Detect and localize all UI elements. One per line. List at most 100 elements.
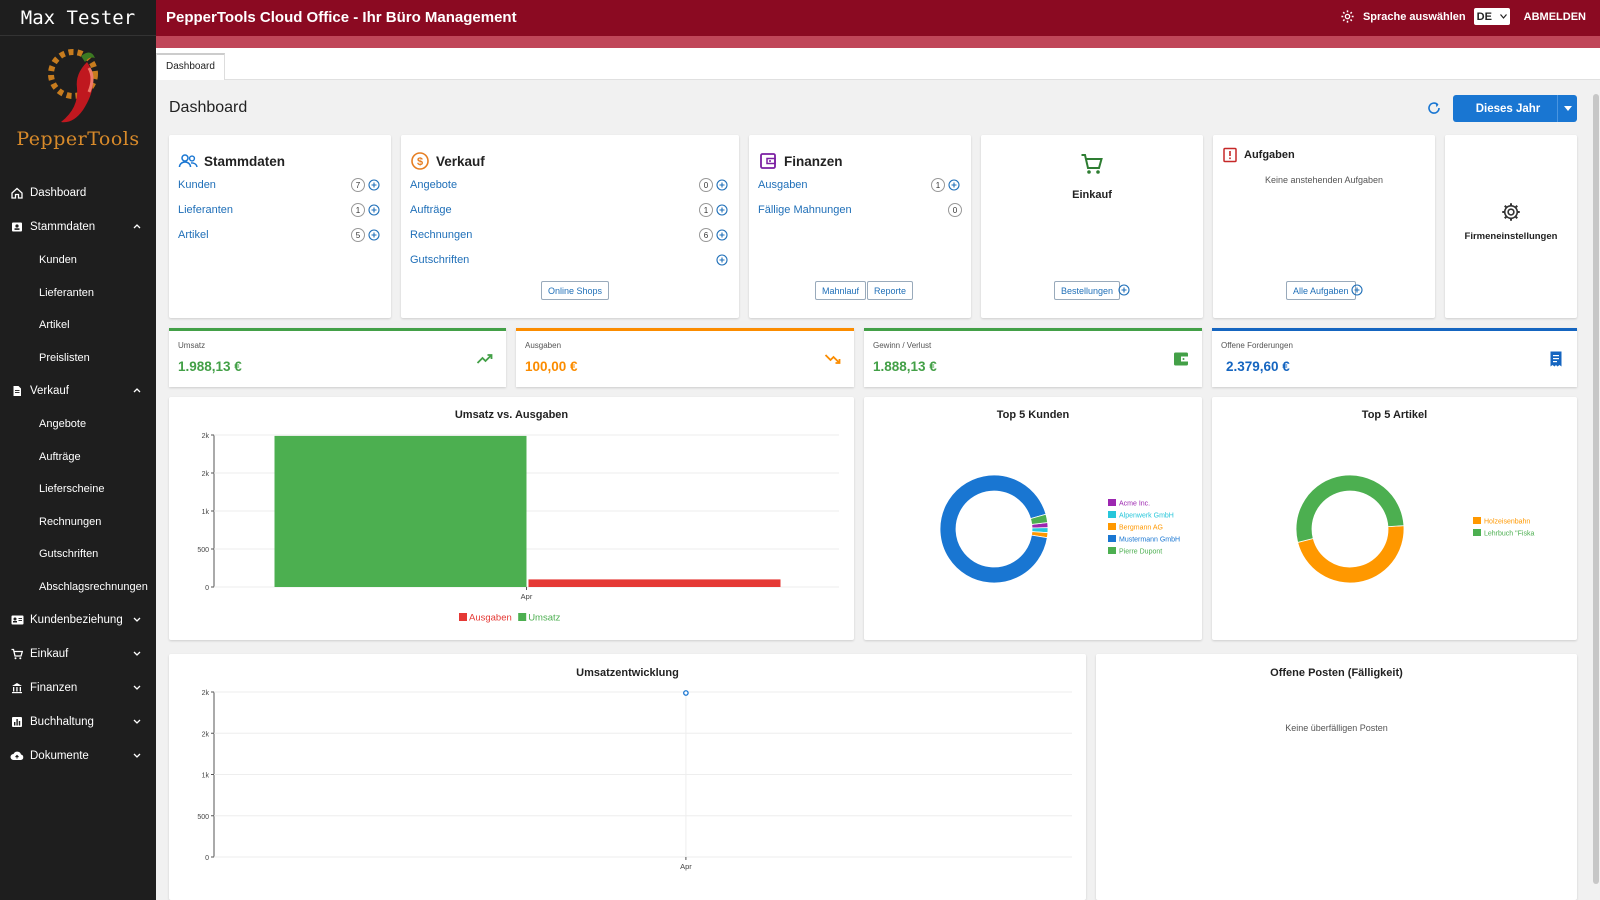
document-icon [10, 384, 24, 398]
aufgaben-card: Aufgaben Keine anstehenden Aufgaben Alle… [1213, 135, 1435, 318]
gear-icon[interactable] [1340, 9, 1355, 24]
language-select[interactable]: DE [1473, 8, 1510, 25]
trending-down-icon [824, 354, 841, 364]
logout-button[interactable]: ABMELDEN [1523, 10, 1586, 23]
bar-umsatz [274, 435, 527, 587]
add-icon[interactable] [1118, 284, 1130, 296]
add-icon[interactable] [716, 229, 728, 241]
row-angebote[interactable]: Angebote [410, 179, 458, 191]
kpi-value: 100,00 € [525, 359, 578, 374]
trending-up-icon [476, 354, 493, 364]
umsatzentwicklung-card: Umsatzentwicklung 0 500 1k 2k 2k Apr [169, 654, 1086, 900]
add-icon[interactable] [716, 179, 728, 191]
add-icon[interactable] [948, 179, 960, 191]
sidebar-item-label: Kundenbeziehung [30, 614, 123, 626]
bank-icon [10, 681, 24, 695]
sidebar-item-kundenbeziehung[interactable]: Kundenbeziehung [0, 603, 156, 637]
y-tick-label: 1k [202, 773, 210, 780]
sidebar-item-auftraege[interactable]: Aufträge [39, 450, 81, 463]
card-title: Aufgaben [1244, 149, 1295, 161]
sidebar-item-rechnungen[interactable]: Rechnungen [39, 515, 102, 528]
legend-swatch [1473, 517, 1481, 524]
chevron-down-icon [133, 753, 141, 758]
app-title: PepperTools Cloud Office - Ihr Büro Mana… [166, 9, 517, 26]
legend-label: Ausgaben [469, 613, 512, 624]
legend-label: Acme Inc. [1119, 501, 1150, 508]
legend-swatch [1473, 529, 1481, 536]
reporte-button[interactable]: Reporte [867, 281, 914, 300]
alle-aufgaben-button[interactable]: Alle Aufgaben [1286, 281, 1356, 300]
row-artikel[interactable]: Artikel [178, 229, 209, 241]
kpi-ausgaben: Ausgaben 100,00 € [516, 328, 854, 387]
sidebar-item-finanzen[interactable]: Finanzen [0, 671, 156, 705]
kpi-label: Offene Forderungen [1221, 341, 1293, 350]
scrollbar-track[interactable] [1592, 80, 1600, 900]
add-icon[interactable] [716, 254, 728, 266]
dropdown-toggle[interactable] [1557, 95, 1577, 122]
sidebar-item-label: Stammdaten [30, 221, 96, 233]
y-tick-label: 0 [205, 855, 209, 862]
tab-dashboard[interactable]: Dashboard [156, 53, 225, 80]
stammdaten-card: Stammdaten Kunden 7 Lieferanten 1 Artike… [169, 135, 391, 318]
row-rechnungen[interactable]: Rechnungen [410, 229, 473, 241]
sidebar-item-abschlagsrechnungen[interactable]: Abschlagsrechnungen [39, 580, 148, 593]
svg-text:$: $ [417, 156, 423, 168]
y-tick-label: 500 [197, 547, 209, 554]
sidebar-item-lieferscheine[interactable]: Lieferscheine [39, 483, 105, 496]
row-lieferanten[interactable]: Lieferanten [178, 204, 234, 216]
legend-label: Umsatz [528, 613, 560, 624]
donut-slice [939, 474, 1048, 584]
row-gutschriften[interactable]: Gutschriften [410, 254, 470, 266]
kpi-label: Umsatz [178, 341, 206, 350]
mahnlauf-button[interactable]: Mahnlauf [815, 281, 867, 300]
top-artikel-card: Top 5 Artikel Holzeisenbahn Lehrbuch "Fis… [1212, 397, 1577, 640]
chart-title: Umsatz vs. Ausgaben [454, 409, 569, 421]
sidebar-item-artikel[interactable]: Artikel [39, 319, 70, 332]
sidebar-item-dokumente[interactable]: Dokumente [0, 739, 156, 773]
bar-chart-icon [10, 715, 24, 729]
firmeneinstellungen-card[interactable]: Firmeneinstellungen [1445, 135, 1577, 318]
card-title: Verkauf [436, 153, 485, 169]
period-button[interactable]: Dieses Jahr [1453, 95, 1577, 122]
bestellungen-button[interactable]: Bestellungen [1054, 281, 1121, 300]
legend-swatch [1108, 523, 1116, 530]
sidebar-item-gutschriften[interactable]: Gutschriften [39, 548, 99, 561]
row-faellige-mahnungen[interactable]: Fällige Mahnungen [758, 204, 852, 216]
chart-title: Offene Posten (Fälligkeit) [1270, 667, 1403, 679]
language-value: DE [1476, 10, 1492, 23]
sidebar-item-kunden[interactable]: Kunden [39, 254, 77, 267]
row-ausgaben[interactable]: Ausgaben [758, 179, 808, 191]
sidebar-item-angebote[interactable]: Angebote [39, 418, 87, 431]
online-shops-button[interactable]: Online Shops [541, 281, 610, 300]
refresh-icon[interactable] [1426, 100, 1442, 116]
add-icon[interactable] [1351, 284, 1363, 296]
add-icon[interactable] [368, 204, 380, 216]
y-tick-label: 0 [205, 585, 209, 592]
sidebar-item-label: Dashboard [30, 187, 87, 199]
sidebar-item-stammdaten[interactable]: Stammdaten [0, 210, 156, 244]
invoice-icon [1550, 351, 1562, 367]
row-kunden[interactable]: Kunden [178, 179, 216, 191]
donut-slice [1297, 525, 1405, 584]
verkauf-card: $ Verkauf Angebote 0 Aufträge 1 Rechnung… [401, 135, 739, 318]
add-icon[interactable] [368, 179, 380, 191]
add-icon[interactable] [716, 204, 728, 216]
sidebar-item-einkauf[interactable]: Einkauf [0, 637, 156, 671]
top-bar: PepperTools Cloud Office - Ihr Büro Mana… [156, 0, 1600, 36]
sidebar-item-lieferanten[interactable]: Lieferanten [39, 286, 95, 299]
row-auftraege[interactable]: Aufträge [410, 204, 452, 216]
sidebar-item-verkauf[interactable]: Verkauf [0, 374, 156, 408]
add-icon[interactable] [368, 229, 380, 241]
chevron-down-icon [133, 651, 141, 656]
scrollbar-thumb[interactable] [1593, 94, 1599, 884]
page-title: Dashboard [169, 99, 248, 116]
sidebar-item-buchhaltung[interactable]: Buchhaltung [0, 705, 156, 739]
sidebar: Max Tester PepperTools Dashboard Stammda… [0, 0, 156, 900]
gear-icon [1502, 203, 1520, 221]
sidebar-item-preislisten[interactable]: Preislisten [39, 351, 90, 364]
sidebar-item-dashboard[interactable]: Dashboard [0, 176, 156, 210]
legend-swatch [1108, 547, 1116, 554]
main-content: Dashboard Dieses Jahr Stammdaten Kunden … [156, 80, 1600, 900]
donut-slice [1295, 474, 1405, 543]
chevron-up-icon [133, 224, 141, 229]
